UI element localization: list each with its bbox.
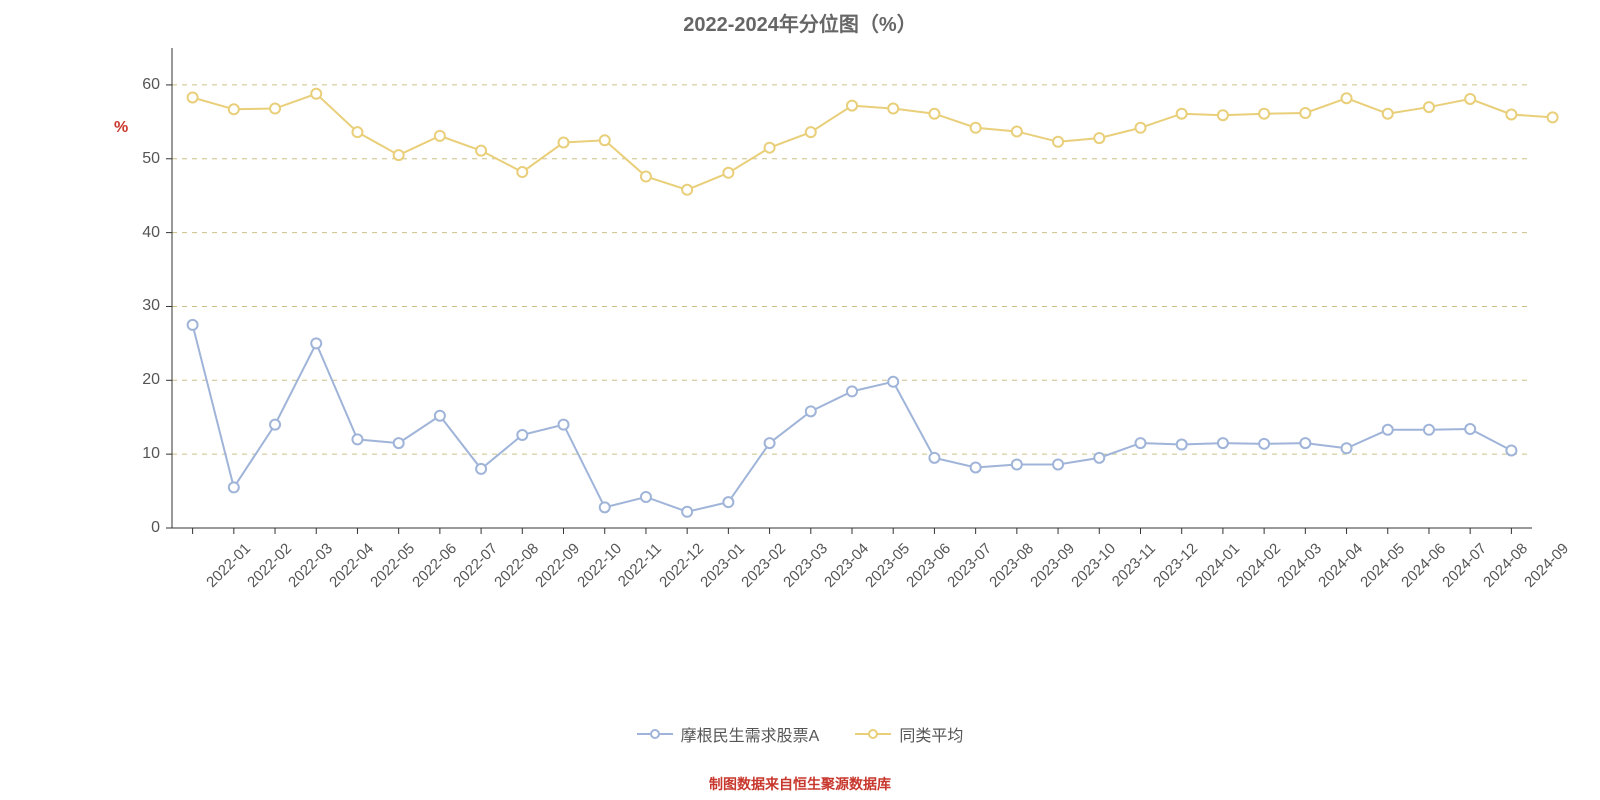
data-point xyxy=(971,123,981,133)
data-point xyxy=(229,104,239,114)
data-point xyxy=(1259,109,1269,119)
data-point xyxy=(806,406,816,416)
y-tick-label: 30 xyxy=(128,297,160,315)
data-point xyxy=(888,377,898,387)
data-point xyxy=(847,386,857,396)
data-point xyxy=(929,453,939,463)
data-point xyxy=(600,502,610,512)
data-point xyxy=(435,131,445,141)
data-point xyxy=(682,185,692,195)
legend: 摩根民生需求股票A 同类平均 xyxy=(0,722,1600,746)
data-point xyxy=(1424,102,1434,112)
data-point xyxy=(476,464,486,474)
data-source-footer: 制图数据来自恒生聚源数据库 xyxy=(0,774,1600,794)
data-point xyxy=(352,434,362,444)
data-point xyxy=(270,104,280,114)
y-tick-label: 20 xyxy=(128,371,160,389)
data-point xyxy=(600,135,610,145)
series-line-1 xyxy=(193,94,1553,190)
data-point xyxy=(1094,133,1104,143)
legend-swatch xyxy=(855,727,891,741)
data-point xyxy=(394,150,404,160)
y-tick-label: 40 xyxy=(128,224,160,242)
data-point xyxy=(888,104,898,114)
data-point xyxy=(1177,440,1187,450)
data-point xyxy=(559,420,569,430)
data-point xyxy=(1012,126,1022,136)
data-point xyxy=(1342,443,1352,453)
data-point xyxy=(1218,438,1228,448)
data-point xyxy=(1383,425,1393,435)
data-point xyxy=(1506,109,1516,119)
y-tick-label: 60 xyxy=(128,76,160,94)
data-point xyxy=(311,338,321,348)
data-point xyxy=(188,320,198,330)
data-point xyxy=(559,138,569,148)
data-point xyxy=(1300,108,1310,118)
data-point xyxy=(1424,425,1434,435)
data-point xyxy=(806,127,816,137)
legend-swatch xyxy=(637,727,673,741)
data-point xyxy=(765,143,775,153)
series-line-0 xyxy=(193,325,1512,512)
chart-root: { "chart": { "type": "line", "title": "2… xyxy=(0,0,1600,800)
data-point xyxy=(188,92,198,102)
data-point xyxy=(394,438,404,448)
data-point xyxy=(1548,112,1558,122)
data-point xyxy=(929,109,939,119)
data-point xyxy=(1053,137,1063,147)
plot-area xyxy=(0,0,1600,800)
data-point xyxy=(723,497,733,507)
data-point xyxy=(1177,109,1187,119)
data-point xyxy=(311,89,321,99)
data-point xyxy=(1342,93,1352,103)
data-point xyxy=(1465,424,1475,434)
data-point xyxy=(517,430,527,440)
data-point xyxy=(641,171,651,181)
legend-label: 摩根民生需求股票A xyxy=(681,722,820,746)
data-point xyxy=(1218,110,1228,120)
data-point xyxy=(476,146,486,156)
data-point xyxy=(517,167,527,177)
data-point xyxy=(1383,109,1393,119)
data-point xyxy=(1135,123,1145,133)
data-point xyxy=(641,492,651,502)
y-tick-label: 50 xyxy=(128,150,160,168)
legend-item-1: 同类平均 xyxy=(855,722,963,746)
data-point xyxy=(352,127,362,137)
legend-item-0: 摩根民生需求股票A xyxy=(637,722,820,746)
data-point xyxy=(723,168,733,178)
data-point xyxy=(1053,459,1063,469)
data-point xyxy=(847,101,857,111)
y-tick-label: 10 xyxy=(128,445,160,463)
data-point xyxy=(765,438,775,448)
data-point xyxy=(1300,438,1310,448)
data-point xyxy=(270,420,280,430)
data-point xyxy=(1135,438,1145,448)
data-point xyxy=(1012,459,1022,469)
data-point xyxy=(435,411,445,421)
data-point xyxy=(1506,445,1516,455)
data-point xyxy=(229,482,239,492)
y-tick-label: 0 xyxy=(128,519,160,537)
data-point xyxy=(971,462,981,472)
data-point xyxy=(1259,439,1269,449)
legend-label: 同类平均 xyxy=(899,722,963,746)
data-point xyxy=(1465,94,1475,104)
data-point xyxy=(682,507,692,517)
data-point xyxy=(1094,453,1104,463)
